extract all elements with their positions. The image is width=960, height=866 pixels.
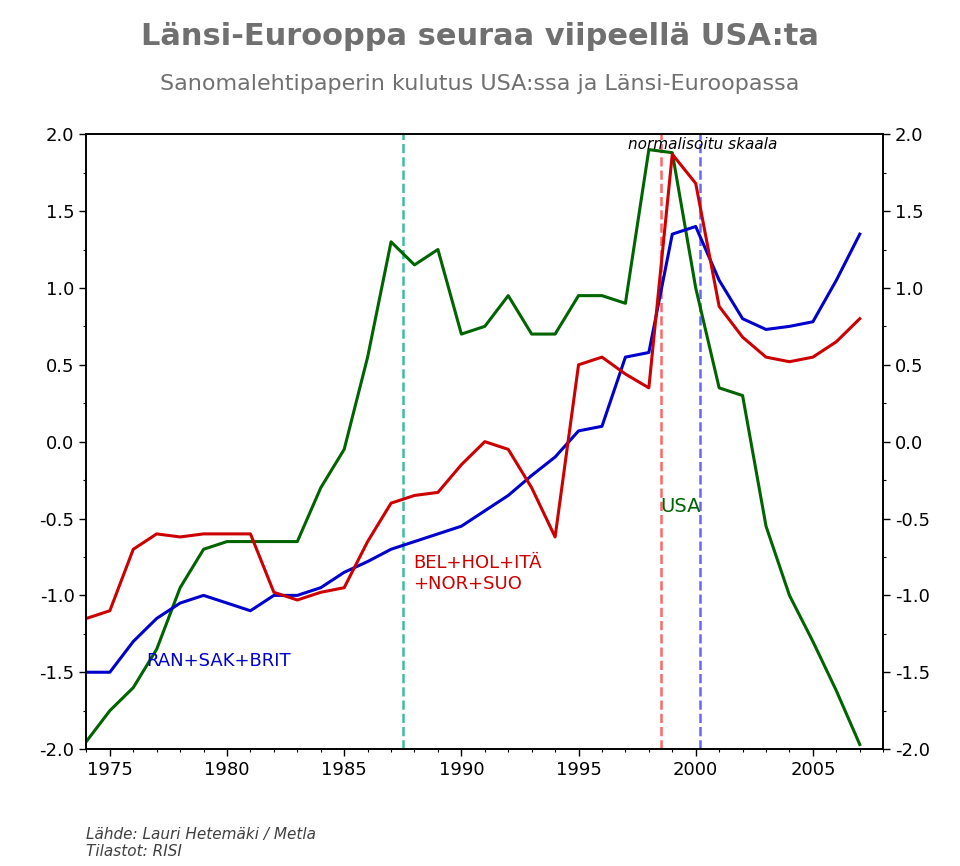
Text: Lähde: Lauri Hetemäki / Metla
Tilastot: RISI: Lähde: Lauri Hetemäki / Metla Tilastot: … xyxy=(86,827,317,859)
Text: RAN+SAK+BRIT: RAN+SAK+BRIT xyxy=(146,652,291,670)
Text: normalisoitu skaala: normalisoitu skaala xyxy=(628,138,778,152)
Text: Sanomalehtipaperin kulutus USA:ssa ja Länsi-Euroopassa: Sanomalehtipaperin kulutus USA:ssa ja Lä… xyxy=(160,74,800,94)
Text: Länsi-Eurooppa seuraa viipeellä USA:ta: Länsi-Eurooppa seuraa viipeellä USA:ta xyxy=(141,22,819,50)
Text: BEL+HOL+ITÄ
+NOR+SUO: BEL+HOL+ITÄ +NOR+SUO xyxy=(413,554,541,593)
Text: USA: USA xyxy=(660,497,701,516)
